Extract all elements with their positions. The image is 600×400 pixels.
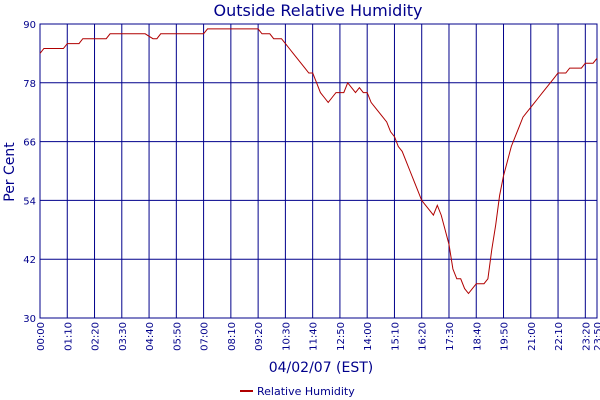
x-tick-label: 23:50 xyxy=(593,322,600,351)
y-tick-label: 78 xyxy=(23,79,36,90)
x-tick-label: 23:20 xyxy=(581,322,592,351)
x-axis-ticks: 00:00 01:10 02:20 03:30 04:40 05:50 07:00 08:10… xyxy=(36,322,600,351)
y-tick-label: 66 xyxy=(23,138,36,149)
x-tick-label: 16:20 xyxy=(418,322,429,351)
x-tick-label: 01:10 xyxy=(63,322,74,351)
x-axis-label: 04/02/07 (EST) xyxy=(269,360,374,376)
x-tick-label: 04:40 xyxy=(145,322,156,351)
y-tick-label: 54 xyxy=(23,196,36,207)
x-tick-label: 00:00 xyxy=(36,322,47,351)
y-axis-ticks: 30 42 54 66 78 90 xyxy=(23,20,36,325)
y-axis-label: Per Cent xyxy=(2,142,18,202)
grid-lines xyxy=(39,23,598,319)
x-tick-label: 22:10 xyxy=(554,322,565,351)
chart-title: Outside Relative Humidity xyxy=(213,1,422,20)
legend-label: Relative Humidity xyxy=(257,385,355,398)
x-tick-label: 10:30 xyxy=(281,322,292,351)
plot-area xyxy=(39,23,598,319)
x-tick-label: 18:40 xyxy=(472,322,483,351)
y-tick-label: 30 xyxy=(23,314,36,325)
x-tick-label: 14:00 xyxy=(363,322,374,351)
x-tick-label: 12:50 xyxy=(336,322,347,351)
legend: Relative Humidity xyxy=(240,385,355,398)
x-tick-label: 19:50 xyxy=(500,322,511,351)
relative-humidity-line xyxy=(39,28,598,295)
x-tick-label: 21:00 xyxy=(527,322,538,351)
x-tick-label: 17:30 xyxy=(445,322,456,351)
y-tick-label: 90 xyxy=(23,20,36,31)
y-tick-label: 42 xyxy=(23,255,36,266)
x-tick-label: 11:40 xyxy=(309,322,320,351)
x-tick-label: 15:10 xyxy=(390,322,401,351)
x-tick-label: 02:20 xyxy=(91,322,102,351)
x-tick-label: 07:00 xyxy=(200,322,211,351)
x-tick-label: 09:20 xyxy=(254,322,265,351)
x-tick-label: 03:30 xyxy=(118,322,129,351)
x-tick-label: 05:50 xyxy=(172,322,183,351)
x-tick-label: 08:10 xyxy=(227,322,238,351)
